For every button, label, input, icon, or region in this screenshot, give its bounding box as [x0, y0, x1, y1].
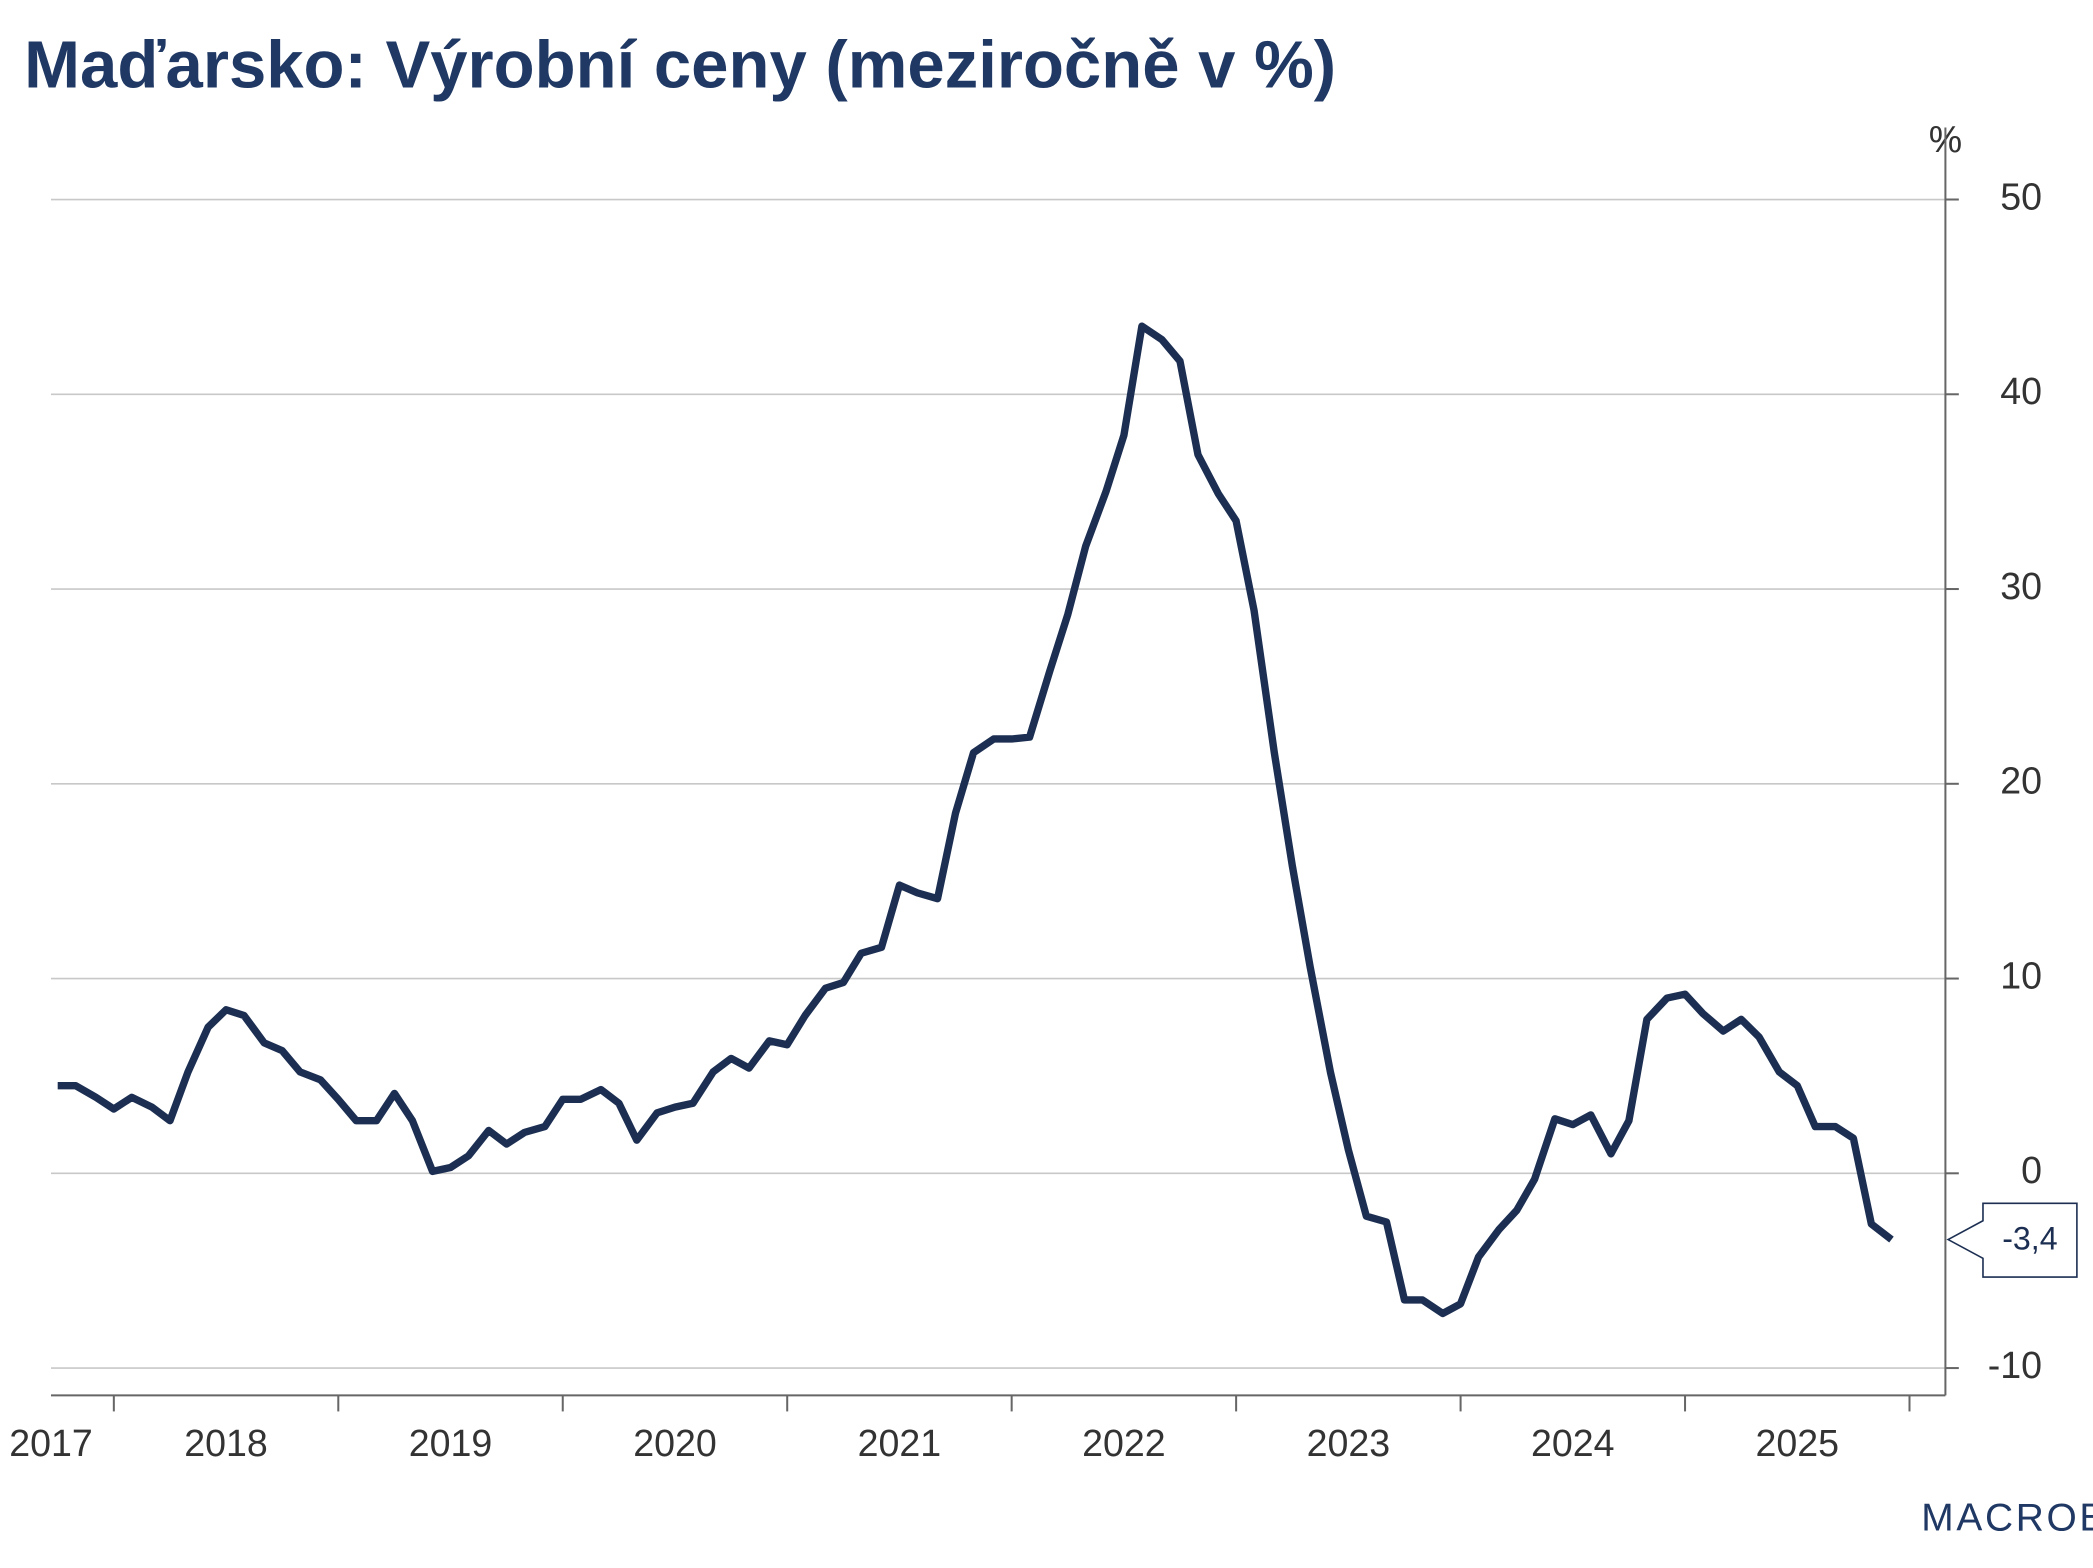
x-tick-label: 2018 [184, 1422, 268, 1464]
y-tick-label: 30 [2000, 565, 2042, 607]
x-tick-label: 2017 [9, 1422, 93, 1464]
x-tick-label: 2022 [1082, 1422, 1166, 1464]
y-tick-label: -10 [1988, 1344, 2042, 1386]
y-tick-label: 0 [2021, 1149, 2042, 1191]
last-value-label: -3,4 [2002, 1220, 2057, 1256]
x-tick-label: 2020 [633, 1422, 717, 1464]
x-tick-label: 2025 [1756, 1422, 1840, 1464]
x-tick-label: 2023 [1307, 1422, 1391, 1464]
x-tick-label: 2021 [858, 1422, 942, 1464]
chart-title: Maďarsko: Výrobní ceny (meziročně v %) [24, 27, 1336, 102]
y-tick-label: 40 [2000, 370, 2042, 412]
y-tick-label: 20 [2000, 760, 2042, 802]
line-series [57, 322, 1894, 1318]
x-tick-label: 2024 [1531, 1422, 1615, 1464]
y-tick-label: 50 [2000, 175, 2042, 217]
label-box [1946, 1202, 2078, 1278]
source-logo: MACROBOND [1921, 1496, 2093, 1539]
x-tick-label: 2019 [409, 1422, 493, 1464]
y-tick-label: 10 [2000, 954, 2042, 996]
